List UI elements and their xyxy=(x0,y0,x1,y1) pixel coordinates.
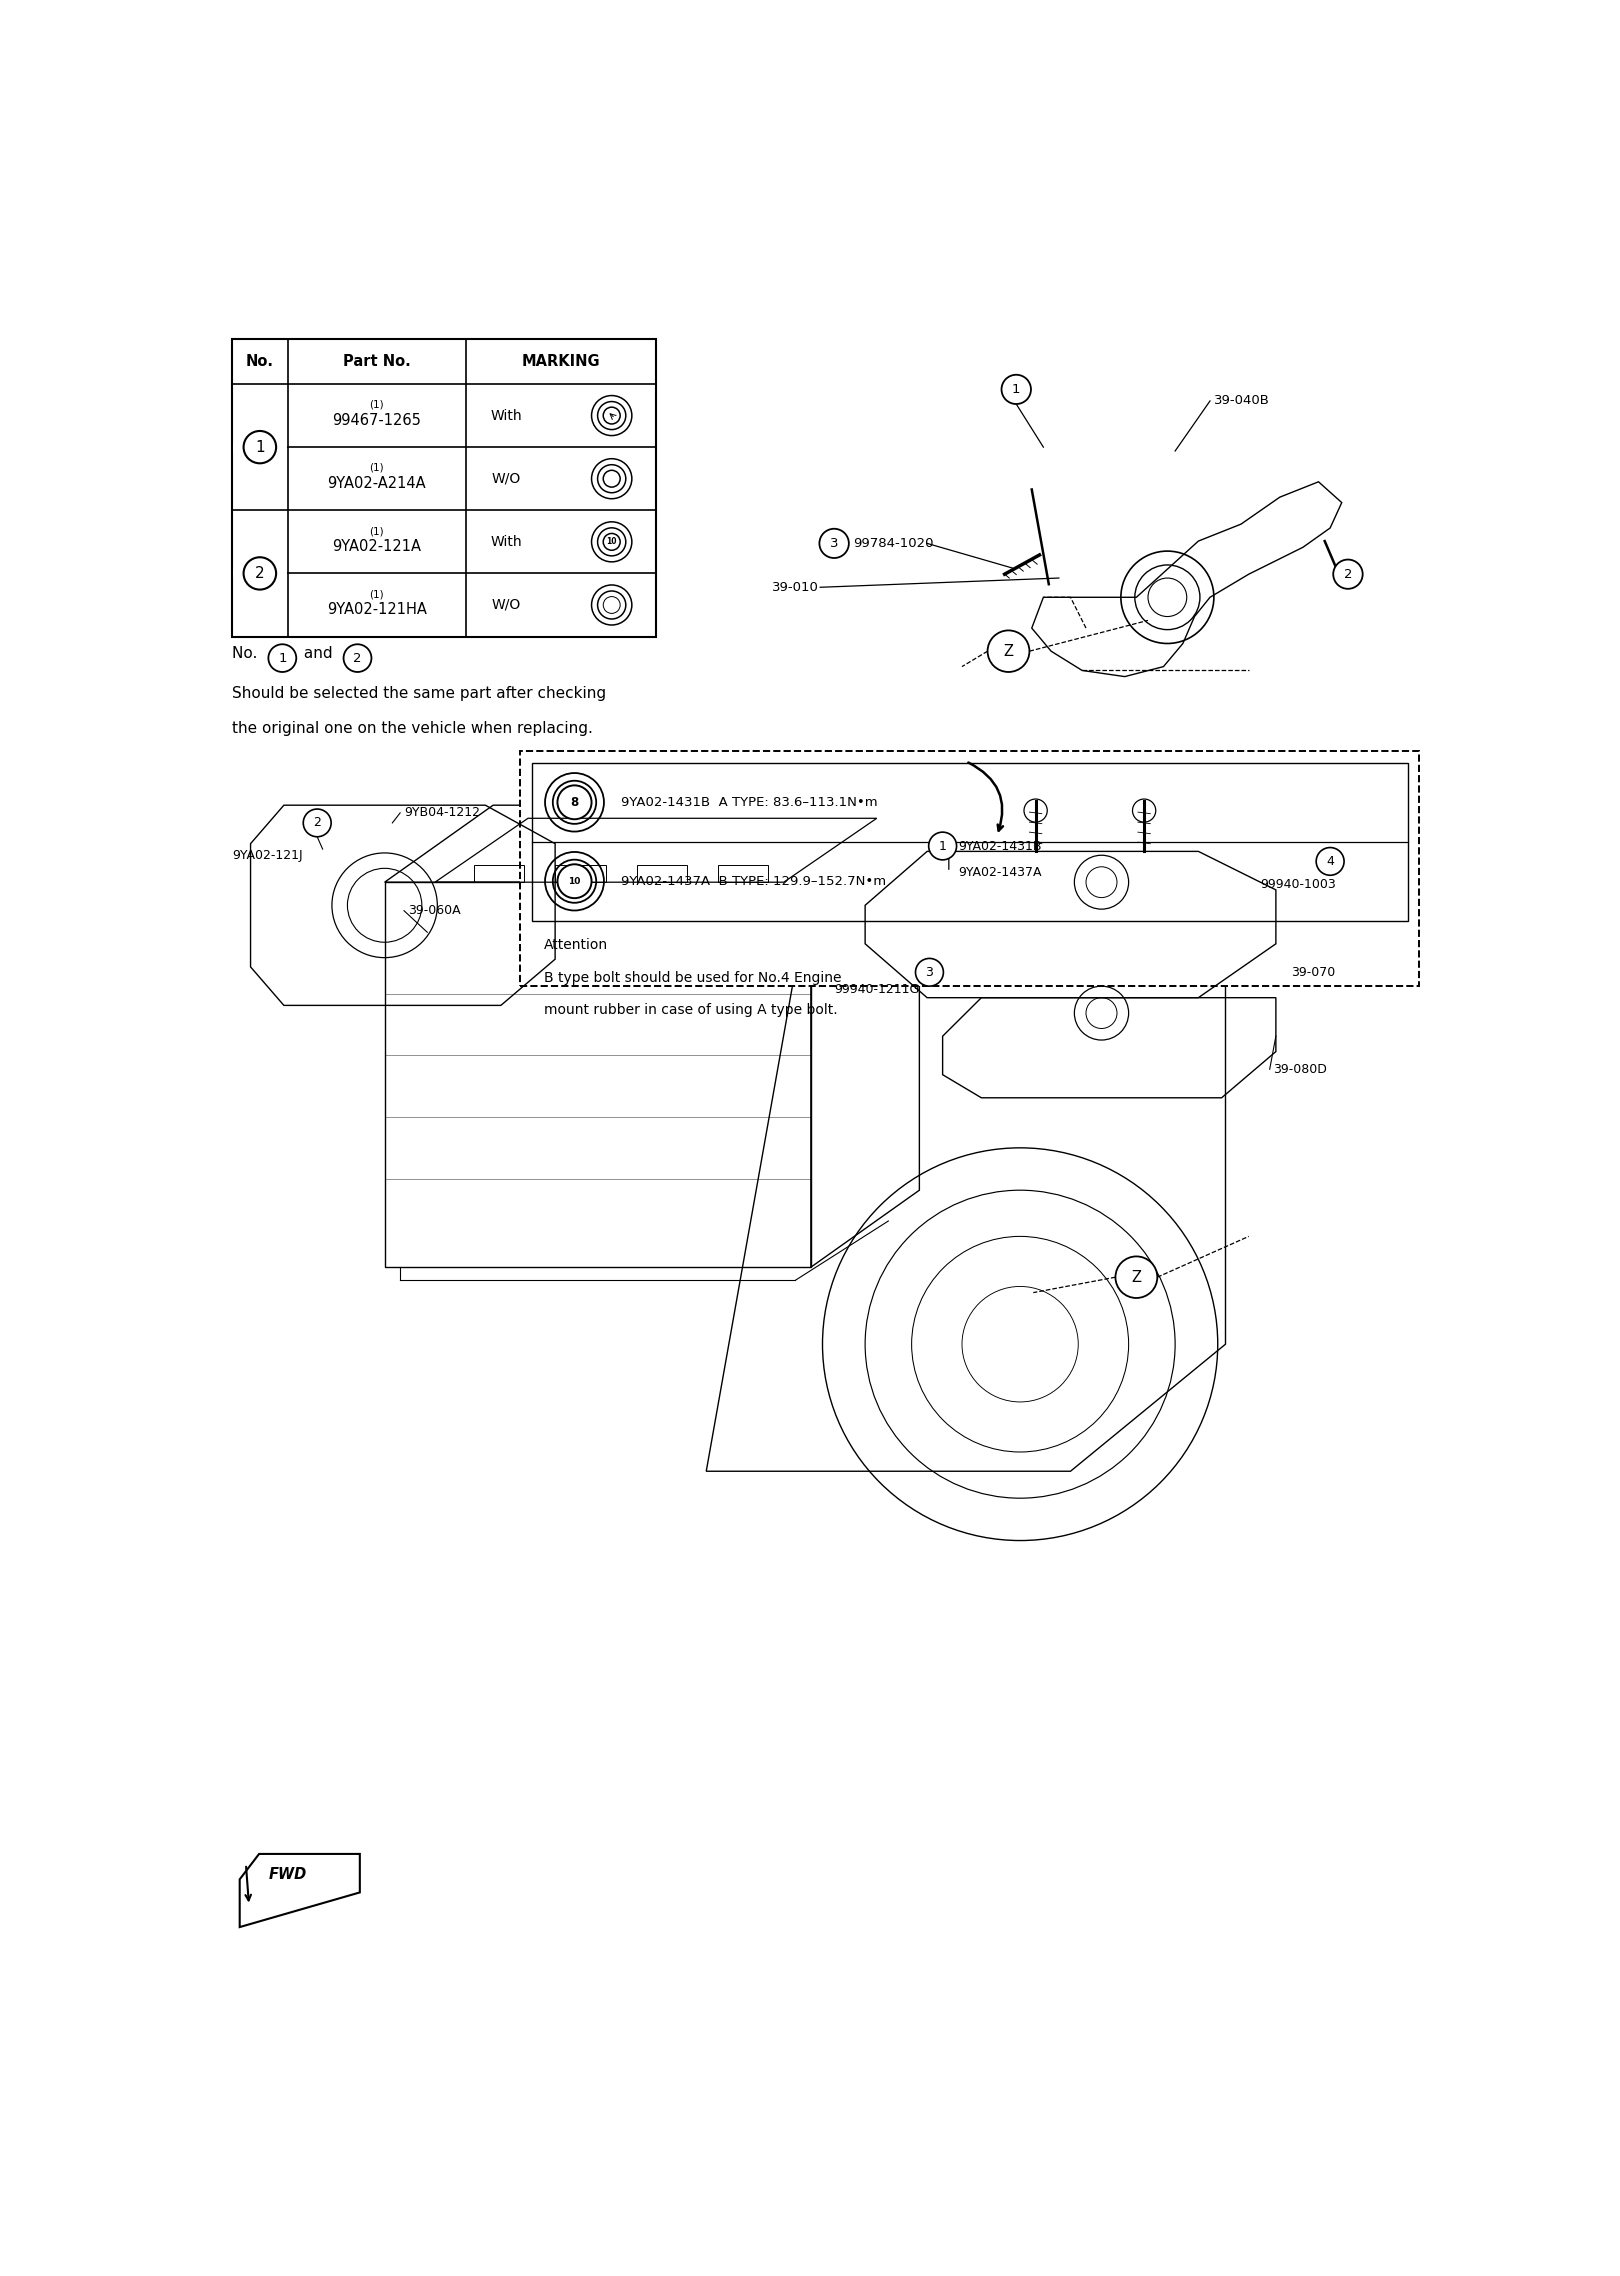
Circle shape xyxy=(557,865,591,899)
Bar xyxy=(531,762,1408,922)
Text: 2: 2 xyxy=(353,651,361,665)
Bar xyxy=(232,339,656,637)
Text: 99940-1211G: 99940-1211G xyxy=(834,983,920,997)
Text: (1): (1) xyxy=(369,462,384,473)
Text: 9YB04-1212: 9YB04-1212 xyxy=(403,806,480,819)
Circle shape xyxy=(988,630,1029,671)
Text: No.: No. xyxy=(246,355,274,369)
Text: the original one on the vehicle when replacing.: the original one on the vehicle when rep… xyxy=(232,721,593,735)
Circle shape xyxy=(557,785,591,819)
Text: 99467-1265: 99467-1265 xyxy=(332,412,421,428)
Circle shape xyxy=(1333,560,1362,589)
Text: mount rubber in case of using A type bolt.: mount rubber in case of using A type bol… xyxy=(543,1004,838,1017)
Text: (1): (1) xyxy=(369,589,384,599)
Text: 1: 1 xyxy=(938,840,946,854)
Text: 9YA02-1437A  B TYPE: 129.9–152.7N•m: 9YA02-1437A B TYPE: 129.9–152.7N•m xyxy=(620,874,886,888)
Text: 10: 10 xyxy=(569,876,580,885)
Circle shape xyxy=(243,558,275,589)
Bar xyxy=(718,865,768,883)
Text: 4: 4 xyxy=(1327,856,1333,867)
Bar xyxy=(520,751,1419,986)
Bar xyxy=(520,751,1419,986)
Text: 9YA02-121HA: 9YA02-121HA xyxy=(327,603,426,617)
Bar xyxy=(556,865,606,883)
Text: 1: 1 xyxy=(1012,382,1021,396)
Circle shape xyxy=(303,808,330,838)
Text: W/O: W/O xyxy=(492,599,522,612)
Text: 39-080D: 39-080D xyxy=(1273,1063,1327,1077)
Text: 8: 8 xyxy=(570,797,578,808)
Text: 39-010: 39-010 xyxy=(773,580,820,594)
Bar xyxy=(233,444,287,451)
Text: Z: Z xyxy=(1003,644,1014,658)
Text: and: and xyxy=(300,646,339,660)
Text: (1): (1) xyxy=(369,401,384,410)
Circle shape xyxy=(1116,1256,1157,1297)
Circle shape xyxy=(1001,376,1030,405)
Text: 1: 1 xyxy=(279,651,287,665)
Text: 9YA02-1431B: 9YA02-1431B xyxy=(957,840,1042,854)
Bar xyxy=(232,339,656,637)
Text: (1): (1) xyxy=(369,526,384,537)
Text: 9YA02-1431B  A TYPE: 83.6–113.1N•m: 9YA02-1431B A TYPE: 83.6–113.1N•m xyxy=(620,797,878,808)
Text: 9YA02-121J: 9YA02-121J xyxy=(232,849,303,863)
Text: Should be selected the same part after checking: Should be selected the same part after c… xyxy=(232,685,606,701)
Circle shape xyxy=(1315,847,1345,876)
Text: 39-070: 39-070 xyxy=(1291,965,1335,979)
Text: With: With xyxy=(491,535,522,549)
Text: 39-040B: 39-040B xyxy=(1213,394,1270,407)
Circle shape xyxy=(269,644,296,671)
Bar xyxy=(473,865,525,883)
Circle shape xyxy=(915,958,943,986)
Circle shape xyxy=(928,833,956,860)
Text: 39-060A: 39-060A xyxy=(408,904,460,917)
Circle shape xyxy=(243,430,275,464)
Circle shape xyxy=(343,644,371,671)
Text: 2: 2 xyxy=(254,567,264,580)
Text: 9YA02-1437A: 9YA02-1437A xyxy=(957,865,1042,879)
Text: Part No.: Part No. xyxy=(343,355,411,369)
Circle shape xyxy=(820,528,849,558)
Text: 9YA02-A214A: 9YA02-A214A xyxy=(327,476,426,492)
Text: W/O: W/O xyxy=(492,471,522,485)
Text: FWD: FWD xyxy=(269,1866,308,1882)
Text: With: With xyxy=(491,410,522,423)
Text: 99940-1003: 99940-1003 xyxy=(1260,879,1336,890)
Bar xyxy=(637,865,687,883)
Bar xyxy=(233,569,287,576)
Text: 3: 3 xyxy=(829,537,839,551)
Text: 3: 3 xyxy=(925,965,933,979)
Text: 1: 1 xyxy=(254,439,264,455)
Text: No.: No. xyxy=(232,646,262,660)
Text: 9YA02-121A: 9YA02-121A xyxy=(332,539,421,553)
Text: Attention: Attention xyxy=(543,938,608,951)
Text: 2: 2 xyxy=(313,817,321,828)
Text: 10: 10 xyxy=(606,537,617,546)
Text: B type bolt should be used for No.4 Engine: B type bolt should be used for No.4 Engi… xyxy=(543,972,841,986)
Text: 99784-1020: 99784-1020 xyxy=(854,537,935,551)
Text: MARKING: MARKING xyxy=(522,355,601,369)
Text: Z: Z xyxy=(1131,1270,1142,1284)
Text: 2: 2 xyxy=(1343,567,1353,580)
